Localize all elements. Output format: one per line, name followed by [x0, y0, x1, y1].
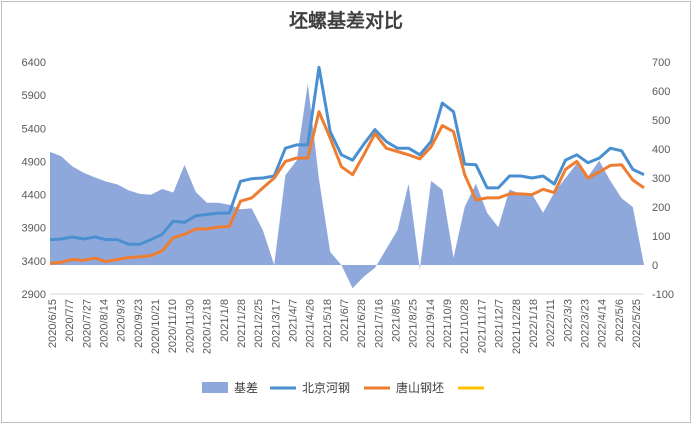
x-tick-label: 2021/1/28	[236, 299, 248, 348]
x-axis: 2020/6/15 2020/7/7 2020/7/27 2020/8/14 2020/…	[47, 293, 644, 354]
x-tick-label: 2020/9/3	[116, 299, 128, 342]
x-tick-label: 2021/5/18	[322, 299, 334, 348]
right-y-tick-label: 100	[652, 231, 670, 243]
x-tick-label: 2020/12/18	[202, 299, 214, 354]
x-tick-label: 2021/3/17	[270, 299, 282, 348]
right-y-axis: -100 0 100 200 300 400 500 600 700	[652, 57, 674, 301]
right-y-tick-label: 200	[652, 202, 670, 214]
left-y-tick-label: 5900	[22, 90, 46, 102]
x-tick-label: 2021/7/16	[373, 299, 385, 348]
right-y-tick-label: 500	[652, 115, 670, 127]
left-y-tick-label: 3400	[22, 256, 46, 268]
legend-label: 基差	[234, 381, 258, 395]
x-tick-label: 2021/4/26	[305, 299, 317, 348]
series-area-basis	[50, 83, 644, 289]
x-tick-label: 2021/8/25	[408, 299, 420, 348]
left-y-axis: 2900 3400 3900 4400 4900 5400 5900 6400	[22, 57, 46, 301]
series-line-2	[49, 110, 645, 265]
right-y-tick-label: 600	[652, 86, 670, 98]
x-tick-label: 2021/12/28	[511, 299, 523, 354]
left-y-tick-label: 4900	[22, 156, 46, 168]
right-y-tick-label: 400	[652, 144, 670, 156]
legend: 基差 北京河钢 唐山钢坯	[202, 380, 484, 395]
right-y-tick-label: -100	[652, 289, 674, 301]
x-tick-label: 2020/9/23	[133, 299, 145, 348]
x-tick-label: 2022/4/14	[597, 299, 609, 348]
series-line-1	[49, 65, 645, 246]
x-tick-label: 2020/6/15	[47, 299, 59, 348]
x-tick-label: 2022/3/3	[562, 299, 574, 342]
x-tick-label: 2020/8/14	[99, 299, 111, 348]
legend-label: 唐山钢坯	[396, 380, 444, 395]
x-tick-label: 2021/6/7	[339, 299, 351, 342]
legend-swatch-area	[202, 382, 228, 393]
x-tick-label: 2021/11/17	[476, 299, 488, 353]
x-tick-label: 2021/1/8	[219, 299, 231, 342]
line-series-group	[49, 65, 645, 265]
right-y-tick-label: 700	[652, 57, 670, 69]
x-tick-label: 2022/1/18	[528, 299, 540, 348]
x-tick-label: 2021/9/14	[425, 299, 437, 348]
x-tick-label: 2020/7/7	[64, 299, 76, 342]
basis-area-series	[50, 83, 644, 289]
x-tick-label: 2022/2/11	[545, 299, 557, 347]
chart-title: 坯螺基差对比	[289, 9, 403, 32]
x-tick-label: 2020/11/30	[184, 299, 196, 353]
x-tick-label: 2021/12/7	[494, 299, 506, 348]
left-y-tick-label: 2900	[22, 289, 46, 301]
x-tick-label: 2021/4/7	[288, 299, 300, 342]
right-y-tick-label: 300	[652, 173, 670, 185]
x-tick-label: 2020/11/10	[167, 299, 179, 353]
left-y-tick-label: 3900	[22, 223, 46, 235]
x-tick-label: 2022/3/23	[580, 299, 592, 348]
x-tick-label: 2021/8/5	[391, 299, 403, 342]
left-y-tick-label: 4400	[22, 190, 46, 202]
x-tick-label: 2021/2/25	[253, 299, 265, 348]
x-tick-label: 2021/6/28	[356, 299, 368, 348]
x-tick-label: 2020/10/21	[150, 299, 162, 354]
x-tick-label: 2020/7/27	[81, 299, 93, 348]
x-tick-label: 2022/5/25	[631, 299, 643, 348]
x-tick-label: 2022/5/6	[614, 299, 626, 342]
left-y-tick-label: 6400	[22, 57, 46, 69]
left-y-tick-label: 5400	[22, 123, 46, 135]
legend-label: 北京河钢	[302, 381, 350, 395]
right-y-tick-label: 0	[652, 260, 658, 272]
x-tick-label: 2021/10/9	[442, 299, 454, 348]
x-tick-label: 2021/10/28	[459, 299, 471, 354]
